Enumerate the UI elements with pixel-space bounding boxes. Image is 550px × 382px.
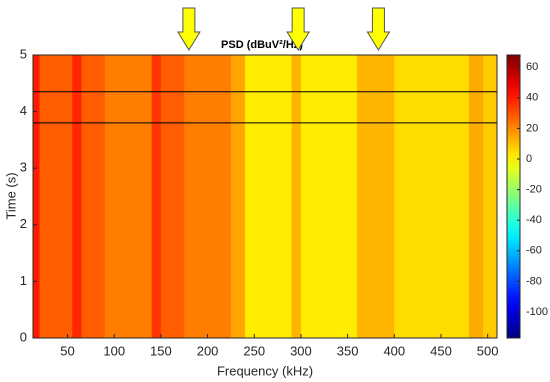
heat-cell [33, 55, 41, 338]
heat-cell [291, 55, 302, 338]
y-tick-label: 0 [20, 329, 27, 344]
colorbar-tick-label: 0 [526, 153, 532, 165]
arrow [286, 7, 311, 51]
x-tick-label: 50 [60, 343, 74, 358]
x-tick-label: 100 [103, 343, 125, 358]
heat-cell [151, 55, 162, 338]
y-tick-label: 4 [20, 103, 27, 118]
y-tick-label: 2 [20, 216, 27, 231]
plot-frame [32, 54, 498, 339]
heat-cell [104, 55, 153, 338]
heat-cell [39, 55, 73, 338]
x-tick-label: 450 [430, 343, 452, 358]
colorbar-tick-label: -100 [526, 306, 548, 318]
heat-cell [230, 55, 246, 338]
y-tick-label: 1 [20, 273, 27, 288]
y-tick-label: 3 [20, 160, 27, 175]
x-tick-label: 500 [477, 343, 499, 358]
colorbar-tick-label: -60 [526, 245, 542, 257]
y-tick-label: 5 [20, 46, 27, 61]
colorbar-tick-label: 60 [526, 61, 538, 73]
heat-cell [468, 55, 484, 338]
x-axis-label: Frequency (kHz) [217, 363, 313, 378]
heat-cell [184, 55, 232, 338]
heat-cell [482, 55, 498, 338]
heat-cell [300, 55, 358, 338]
arrow [366, 7, 391, 51]
colorbar-tick-label: 40 [526, 92, 538, 104]
colorbar-tick-label: -20 [526, 184, 542, 196]
x-tick-label: 400 [383, 343, 405, 358]
x-tick-label: 250 [243, 343, 265, 358]
chart-title: PSD (dBuV²/Hz) [221, 39, 303, 51]
heat-cell [244, 55, 293, 338]
arrow [177, 7, 201, 51]
heat-cell [356, 55, 395, 338]
heat-cell [160, 55, 185, 338]
heat-cell [394, 55, 470, 338]
colorbar-tick-label: -40 [526, 214, 542, 226]
colorbar-tick-label: -80 [526, 275, 542, 287]
x-tick-label: 300 [290, 343, 312, 358]
x-tick-label: 200 [197, 343, 219, 358]
colorbar-tick-label: 20 [526, 122, 538, 134]
colorbar [506, 54, 521, 339]
heat-cell [72, 55, 83, 338]
x-tick-label: 150 [150, 343, 172, 358]
heat-cell [81, 55, 106, 338]
y-axis-label: Time (s) [3, 172, 18, 219]
x-tick-label: 350 [337, 343, 359, 358]
